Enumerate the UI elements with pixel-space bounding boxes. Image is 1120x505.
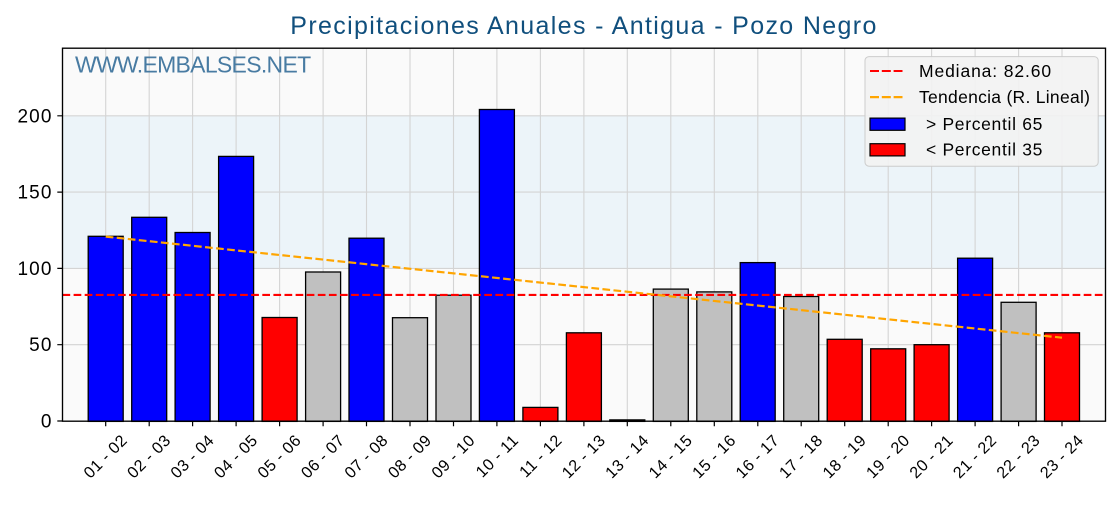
- svg-text:Tendencia (R. Lineal): Tendencia (R. Lineal): [919, 87, 1090, 107]
- svg-text:> Percentil 65: > Percentil 65: [926, 114, 1043, 134]
- svg-text:Precipitaciones Anuales - Anti: Precipitaciones Anuales - Antigua - Pozo…: [290, 12, 877, 40]
- svg-text:Mediana: 82.60: Mediana: 82.60: [919, 61, 1052, 81]
- svg-text:150: 150: [17, 183, 52, 204]
- svg-text:200: 200: [17, 106, 52, 127]
- svg-text:50: 50: [29, 335, 52, 356]
- svg-text:100: 100: [17, 259, 52, 280]
- svg-text:WWW.EMBALSES.NET: WWW.EMBALSES.NET: [75, 51, 311, 77]
- svg-text:0: 0: [41, 412, 53, 433]
- svg-text:< Percentil 35: < Percentil 35: [926, 140, 1043, 160]
